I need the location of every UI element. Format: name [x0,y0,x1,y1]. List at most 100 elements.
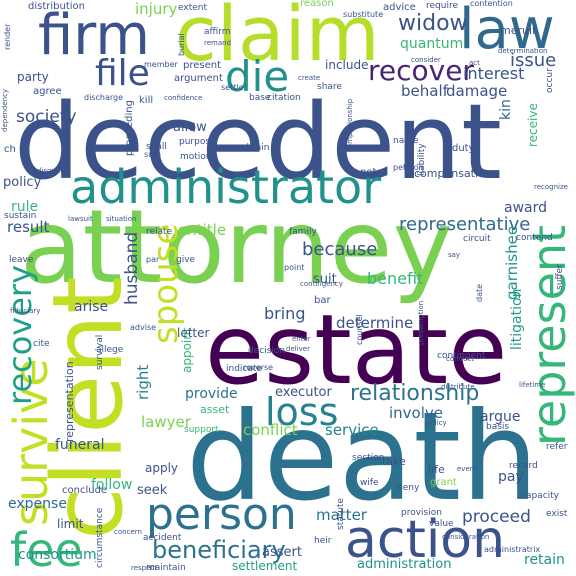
word-statute: statute [336,497,346,530]
word-say: say [448,251,461,259]
word-file: file [95,53,150,94]
word-discharge: discharge [84,93,123,102]
word-bar: bar [314,295,331,306]
word-disqualify: disqualify [37,167,71,175]
word-proceeding: proceeding [124,100,135,156]
word-suit: suit [313,272,337,287]
word-recover: recover [368,54,474,87]
word-situation: situation [106,215,137,223]
word-basis: basis [486,422,510,432]
word-allow: allow [173,120,207,135]
word-follow: follow [91,477,133,493]
word-attorney: attorney [20,188,453,307]
word-point: point [284,263,305,272]
word-interest: interest [463,64,525,83]
word-capacity: capacity [521,491,559,501]
word-obtain: obtain [241,143,270,153]
word-remand: remand [204,39,232,47]
word-par: par [146,255,160,264]
word-law: law [459,0,555,62]
word-involve: involve [389,404,444,422]
word-rule: rule [11,199,39,215]
word-ch: ch [4,144,16,155]
word-matter: matter [316,506,367,524]
word-person: person [146,489,297,540]
word-circumstance: circumstance [95,507,105,568]
word-apply: apply [145,461,179,475]
word-administrator: administrator [70,160,382,214]
word-conduct: conduct [446,355,475,363]
word-fee: fee [10,523,83,576]
word-consider: consider [411,56,441,64]
word-substitute: substitute [343,10,384,19]
word-firm: firm [38,3,150,68]
word-give: give [176,255,196,265]
word-widow: widow [398,11,468,36]
word-party: party [17,70,49,84]
word-affirm: affirm [204,27,231,37]
word-allege: allege [96,345,124,355]
word-retain: retain [524,552,565,568]
word-note: note [360,167,383,178]
word-reason: reason [300,0,334,9]
word-damage: damage [446,82,508,100]
word-value: value [429,519,454,529]
word-die: die [225,52,290,101]
word-sustain: sustain [4,211,37,221]
word-quantum: quantum [400,36,464,52]
word-reverse: reverse [243,363,274,372]
word-maintain: maintain [146,563,186,573]
word-bring: bring [264,304,306,323]
word-member: member [144,60,178,69]
word-deliver: deliver [286,345,310,353]
word-suffer: suffer [555,264,565,290]
word-policy-small: policy [426,419,447,427]
word-behalf: behalf [401,82,448,100]
word-award: award [504,200,548,216]
word-executor: executor [275,385,332,400]
word-because: because [302,239,378,260]
word-conclude: conclude [62,485,108,496]
word-claim: claim [175,0,380,78]
word-proceed: proceed [462,507,531,527]
word-concern: concern [114,528,142,536]
word-life: life [428,463,445,476]
word-contingency: contingency [300,280,343,288]
word-present: present [183,60,222,71]
word-contention: contention [470,0,513,8]
word-relationship: relationship [350,381,480,406]
word-advise: advise [130,323,157,332]
word-family: family [289,227,317,237]
word-render: render [3,23,12,50]
word-support: support [184,425,219,435]
word-respect: respect [131,564,158,572]
word-share: share [317,82,342,92]
word-assert: assert [262,545,302,560]
word-determination: determination [498,47,548,55]
word-receive: receive [526,103,540,147]
word-provide: provide [185,386,238,402]
word-confidence: confidence [164,94,203,102]
word-distribute: distribute [441,383,475,391]
word-limit: limit [57,517,84,531]
word-indicate: indicate [226,364,262,374]
word-recovery: recovery [1,264,39,405]
word-argument: argument [174,73,223,84]
word-estate: estate [205,294,508,406]
word-include: include [325,58,369,72]
word-section: section [352,453,385,463]
word-action: action [345,510,506,570]
word-dependency: dependency [1,88,9,132]
word-counsel: counsel [355,314,364,345]
word-companionship: companionship [346,98,354,152]
word-leave: leave [9,255,34,265]
word-issue: issue [510,50,557,71]
word-extent: extent [178,3,208,13]
word-event: event [457,465,477,473]
word-circuit: circuit [463,234,491,244]
word-petition: petition [393,163,424,172]
word-lawsuit: lawsuit [68,215,93,223]
word-survival: survival [95,334,105,370]
word-policy: policy [3,175,42,190]
word-administration: administration [357,557,452,572]
